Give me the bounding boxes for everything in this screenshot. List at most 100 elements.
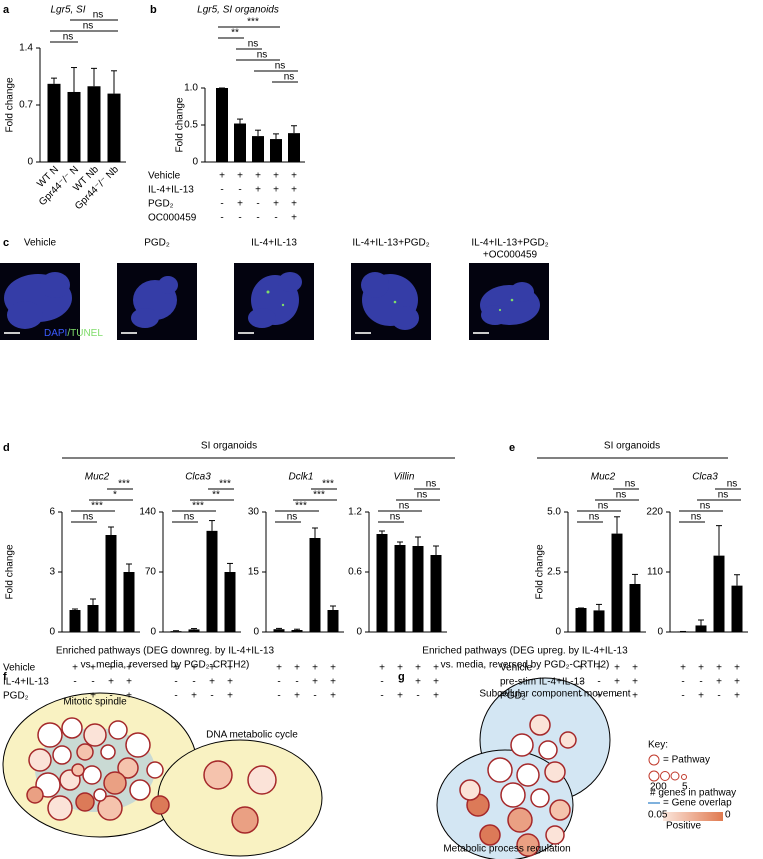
treatment-sign: + xyxy=(734,663,740,674)
significance-label: ns xyxy=(83,512,94,523)
treatment-sign: - xyxy=(380,677,383,688)
key-text: 0.05 xyxy=(648,810,668,821)
treatment-sign: + xyxy=(433,677,439,688)
significance-label: ns xyxy=(417,490,428,501)
pathway-node xyxy=(510,733,534,757)
bar xyxy=(105,535,117,632)
bar xyxy=(412,546,424,632)
key-title: Key: xyxy=(648,740,668,751)
tunel-spots xyxy=(266,290,514,312)
pathway-node xyxy=(125,732,151,758)
bar xyxy=(252,136,264,162)
bar xyxy=(216,88,228,162)
bar xyxy=(234,123,246,162)
image-label: +OC000459 xyxy=(483,250,538,261)
treatment-sign: + xyxy=(191,691,197,702)
treatment-sign: - xyxy=(174,677,177,688)
significance-label: ns xyxy=(700,501,711,512)
treatment-name: PGD₂ xyxy=(148,199,174,210)
bar xyxy=(224,572,236,632)
treatment-sign: + xyxy=(294,691,300,702)
y-tick-label: 2.5 xyxy=(547,567,561,578)
pathway-node xyxy=(538,740,558,760)
y-tick-label: 70 xyxy=(145,567,157,578)
micrographs: Vehicle PGD₂ IL-4+IL-13 IL-4+IL-13+PGD₂ … xyxy=(0,238,549,340)
group-header: SI organoids xyxy=(604,441,660,452)
image-label: Vehicle xyxy=(24,238,57,249)
significance-label: ** xyxy=(212,490,220,501)
key-text: # genes in pathway xyxy=(650,788,736,799)
image-label: PGD₂ xyxy=(144,238,170,249)
significance-label: *** xyxy=(91,501,103,512)
treatment-sign: + xyxy=(632,691,638,702)
treatment-sign: + xyxy=(312,677,318,688)
pathway-node xyxy=(93,788,107,802)
y-tick-label: 0 xyxy=(356,627,362,638)
significance-label: ns xyxy=(727,479,738,490)
significance-label: ns xyxy=(399,501,410,512)
bar xyxy=(47,83,61,162)
significance-label: ns xyxy=(616,490,627,501)
significance-label: ns xyxy=(598,501,609,512)
y-tick-label: 0 xyxy=(555,627,561,638)
pathway-node xyxy=(146,761,164,779)
treatment-sign: + xyxy=(614,677,620,688)
treatment-sign: + xyxy=(209,677,215,688)
treatment-name: PGD₂ xyxy=(3,691,29,702)
significance-label: ns xyxy=(589,512,600,523)
treatment-sign: - xyxy=(615,691,618,702)
bar xyxy=(611,533,623,632)
panel-label: g xyxy=(398,671,405,683)
treatment-sign: - xyxy=(274,213,277,224)
chart-title: Clca3 xyxy=(692,472,718,483)
pathway-node xyxy=(83,723,107,747)
significance-label: ns xyxy=(284,72,295,83)
treatment-sign: + xyxy=(330,691,336,702)
significance-label: ns xyxy=(287,512,298,523)
treatment-sign: - xyxy=(717,691,720,702)
pathway-node xyxy=(82,765,102,785)
key-size xyxy=(648,770,660,782)
treatment-sign: + xyxy=(227,677,233,688)
significance-label: *** xyxy=(295,501,307,512)
y-tick-label: 1.2 xyxy=(348,507,362,518)
treatment-sign: + xyxy=(716,677,722,688)
treatment-sign: - xyxy=(220,199,223,210)
treatment-sign: - xyxy=(699,677,702,688)
treatment-sign: + xyxy=(126,691,132,702)
y-tick-label: 0 xyxy=(27,157,33,168)
panel-label: b xyxy=(150,4,157,16)
treatment-sign: + xyxy=(273,199,279,210)
treatment-sign: + xyxy=(734,677,740,688)
bar xyxy=(593,610,605,632)
significance-label: ns xyxy=(248,39,259,50)
treatment-sign: - xyxy=(210,691,213,702)
pathway-node xyxy=(203,760,233,790)
network-nodes xyxy=(26,714,577,857)
pathway-node xyxy=(76,743,94,761)
treatment-sign: - xyxy=(398,677,401,688)
pathway-node xyxy=(150,795,170,815)
key-size xyxy=(670,771,680,781)
treatment-sign: - xyxy=(277,677,280,688)
significance-label: ns xyxy=(184,512,195,523)
chart-title: Lgr5, SI xyxy=(50,5,85,16)
treatment-sign: + xyxy=(276,663,282,674)
key-node xyxy=(648,754,660,766)
bar xyxy=(394,545,406,632)
panel-label: f xyxy=(3,671,7,683)
pathway-node xyxy=(61,717,83,739)
pathway-node xyxy=(479,824,501,846)
y-tick-label: 0 xyxy=(657,627,663,638)
stain-dapi: DAPI xyxy=(44,328,67,339)
significance-label: ns xyxy=(691,512,702,523)
treatment-sign: - xyxy=(192,677,195,688)
treatment-name: OC000459 xyxy=(148,213,197,224)
pathway-node xyxy=(559,731,577,749)
pathway-node xyxy=(507,807,533,833)
treatment-name: IL-4+IL-13 xyxy=(3,677,49,688)
pathway-node xyxy=(26,786,44,804)
treatment-sign: + xyxy=(312,663,318,674)
pathway-node xyxy=(103,771,127,795)
stain-tunel: /TUNEL xyxy=(67,328,103,339)
